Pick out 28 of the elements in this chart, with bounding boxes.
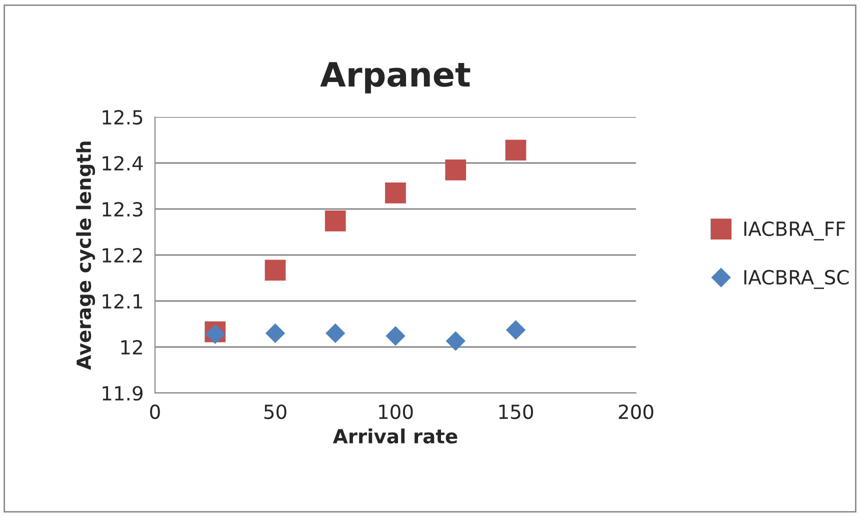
point bbox=[445, 159, 466, 180]
point bbox=[206, 324, 225, 344]
x-axis-title: Arrival rate bbox=[332, 428, 458, 444]
point bbox=[326, 324, 345, 343]
chart-title: Arpanet bbox=[320, 62, 470, 94]
y-tick-label: 12.4 bbox=[102, 156, 143, 170]
point bbox=[505, 140, 526, 161]
point bbox=[264, 260, 286, 281]
x-tick-label: 200 bbox=[618, 404, 654, 420]
y-tick-label: 12.1 bbox=[102, 294, 142, 308]
y-tick-label: 11.9 bbox=[102, 386, 143, 401]
legend-label: IACBRA_SC bbox=[744, 270, 849, 289]
x-tick-label: 150 bbox=[499, 404, 534, 420]
x-tick-label: 0 bbox=[150, 404, 160, 420]
y-axis-title: Average cycle length bbox=[76, 142, 96, 370]
point bbox=[506, 320, 526, 340]
y-tick-label: 12.2 bbox=[102, 248, 142, 262]
point bbox=[266, 324, 285, 343]
y-tick-label: 12.3 bbox=[102, 202, 142, 217]
x-tick-label: 100 bbox=[379, 404, 413, 420]
x-tick-label: 50 bbox=[264, 404, 286, 420]
point bbox=[386, 326, 406, 346]
y-tick-label: 12.5 bbox=[102, 110, 142, 125]
point bbox=[324, 210, 346, 232]
point bbox=[446, 331, 466, 351]
y-tick-label: 12 bbox=[121, 340, 142, 354]
legend-label: IACBRA_FF bbox=[744, 221, 846, 240]
point bbox=[385, 182, 406, 204]
